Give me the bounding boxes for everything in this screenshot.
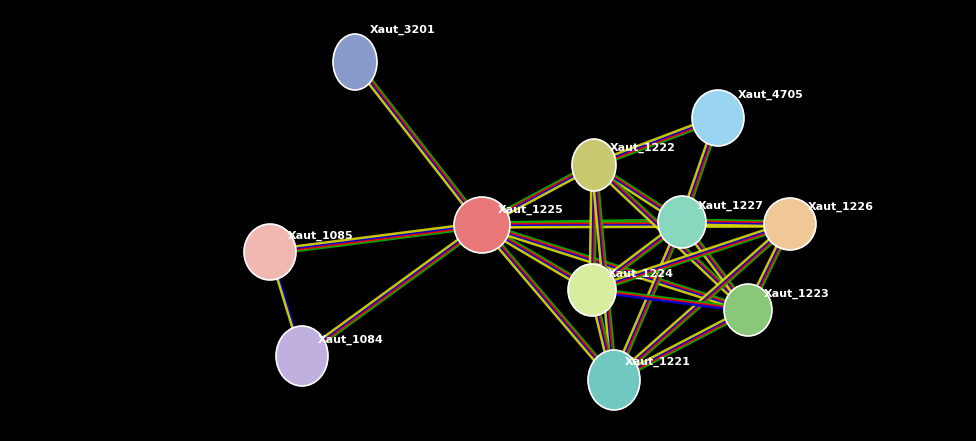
Text: Xaut_1226: Xaut_1226 [808,202,874,212]
Ellipse shape [692,90,744,146]
Ellipse shape [568,264,616,316]
Ellipse shape [333,34,377,90]
Text: Xaut_1223: Xaut_1223 [764,289,830,299]
Ellipse shape [454,197,510,253]
Ellipse shape [588,350,640,410]
Text: Xaut_1222: Xaut_1222 [610,143,675,153]
Text: Xaut_4705: Xaut_4705 [738,90,804,100]
Text: Xaut_1227: Xaut_1227 [698,201,764,211]
Text: Xaut_1221: Xaut_1221 [625,357,691,367]
Ellipse shape [572,139,616,191]
Ellipse shape [244,224,296,280]
Ellipse shape [764,198,816,250]
Text: Xaut_1085: Xaut_1085 [288,231,353,241]
Text: Xaut_3201: Xaut_3201 [370,25,435,35]
Ellipse shape [658,196,706,248]
Text: Xaut_1225: Xaut_1225 [498,205,564,215]
Text: Xaut_1084: Xaut_1084 [318,335,384,345]
Ellipse shape [724,284,772,336]
Text: Xaut_1224: Xaut_1224 [608,269,674,279]
Ellipse shape [276,326,328,386]
